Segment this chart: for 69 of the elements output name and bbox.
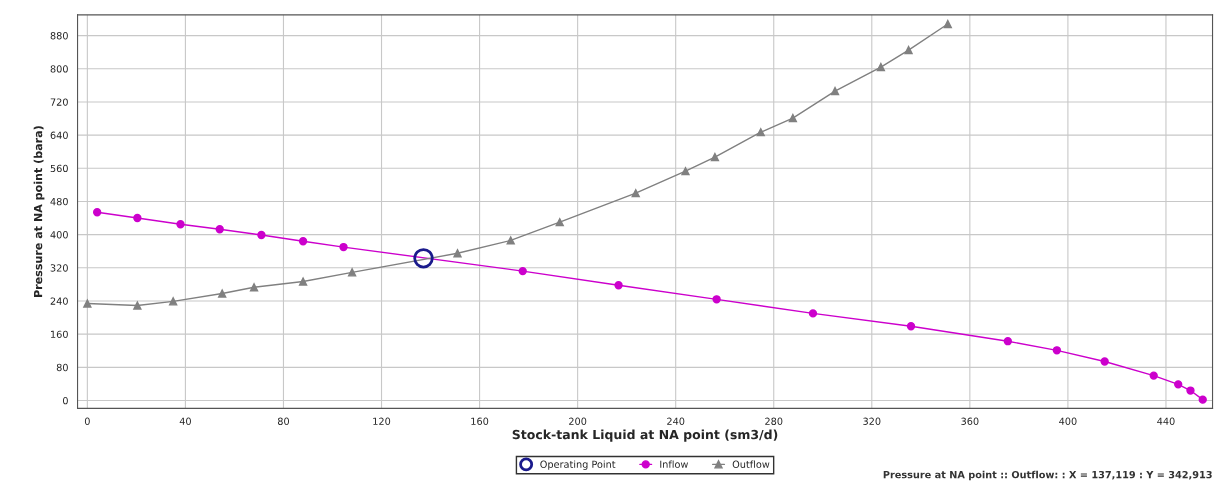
point: [298, 237, 308, 246]
point: [1198, 395, 1207, 404]
point: [298, 277, 308, 286]
x-tick-label: 280: [765, 417, 783, 425]
legend-label: Outflow: [732, 460, 770, 468]
point: [83, 299, 92, 308]
point: [756, 128, 765, 137]
x-tick-label: 80: [277, 417, 290, 425]
x-tick-label: 40: [179, 417, 191, 425]
point: [1003, 337, 1013, 346]
x-tick-label: 120: [373, 417, 391, 425]
point: [339, 242, 348, 252]
point: [681, 167, 690, 176]
point: [92, 208, 102, 217]
point: [133, 301, 142, 310]
x-tick-label: 440: [1157, 417, 1175, 425]
point: [413, 248, 434, 269]
y-tick-label: 320: [50, 264, 68, 272]
y-tick-label: 400: [50, 231, 68, 239]
y-tick-label: 880: [50, 32, 68, 40]
point: [249, 283, 259, 292]
legend-label: Operating Point: [540, 460, 616, 470]
x-tick-label: 0: [84, 417, 90, 425]
point: [168, 297, 178, 306]
point: [830, 86, 840, 96]
point: [1149, 371, 1158, 380]
x-tick-label: 400: [1059, 417, 1077, 425]
y-tick-label: 800: [50, 65, 68, 73]
point: [1100, 357, 1109, 366]
point: [614, 281, 623, 290]
point: [518, 266, 527, 276]
point: [215, 225, 224, 234]
point: [347, 268, 357, 277]
x-tick-label: 200: [569, 417, 587, 425]
y-tick-label: 640: [50, 131, 68, 139]
point: [876, 62, 886, 72]
point: [453, 249, 462, 258]
point: [1174, 380, 1183, 389]
y-tick-label: 560: [50, 164, 68, 173]
point: [712, 295, 721, 304]
y-tick-label: 240: [50, 297, 68, 305]
point: [710, 152, 720, 162]
legend-label: Inflow: [660, 460, 688, 468]
point: [555, 218, 564, 227]
x-axis-title: Stock-tank Liquid at NA point (sm3/d): [512, 429, 778, 442]
x-tick-label: 360: [961, 417, 979, 425]
text: Pressure at NA point :: Outflow: : X = 137,119 : Y = 342,913: [883, 470, 1212, 481]
point: [631, 188, 640, 198]
point: [506, 236, 515, 245]
point: [788, 113, 798, 123]
point: [1052, 346, 1062, 355]
point: [808, 309, 818, 318]
y-tick-label: 80: [56, 363, 68, 372]
y-tick-label: 720: [50, 98, 68, 106]
point: [257, 230, 266, 240]
y-axis-title: Pressure at NA point (bara): [33, 126, 45, 297]
point: [906, 322, 916, 331]
point: [133, 213, 142, 223]
x-tick-label: 320: [863, 417, 881, 425]
point: [218, 289, 227, 298]
point: [943, 19, 952, 29]
x-tick-label: 160: [471, 417, 489, 425]
y-tick-label: 160: [51, 330, 68, 338]
point: [1186, 386, 1195, 395]
x-tick-label: 240: [667, 417, 685, 425]
y-tick-label: 0: [62, 396, 68, 405]
point: [176, 220, 185, 229]
y-tick-label: 480: [50, 197, 68, 206]
point: [904, 45, 913, 55]
